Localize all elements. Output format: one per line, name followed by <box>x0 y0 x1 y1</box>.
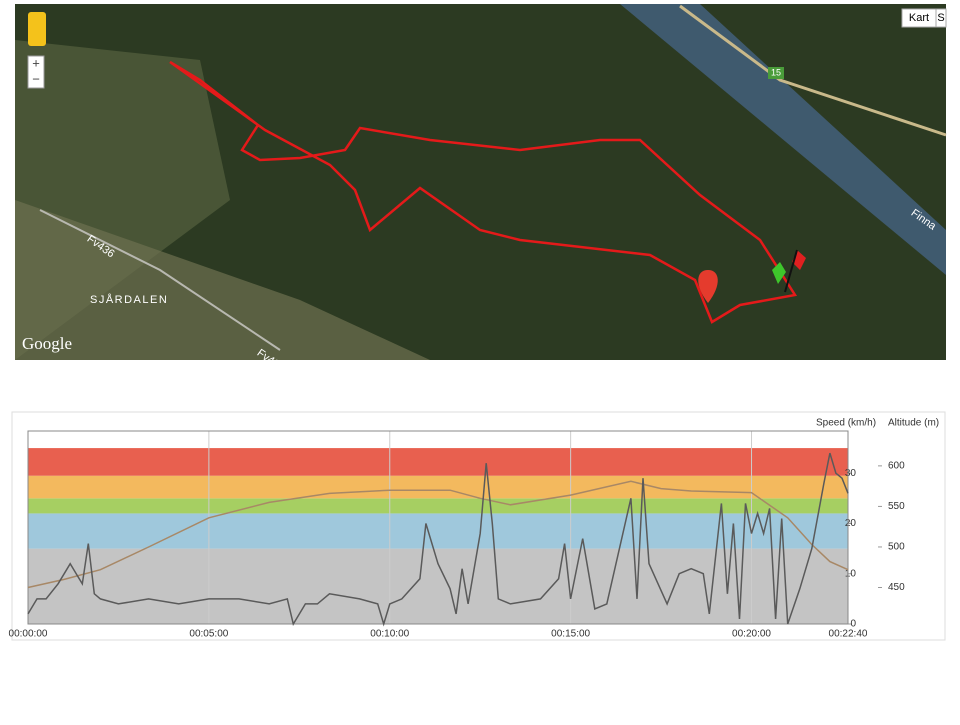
place-label: SJÅRDALEN <box>90 293 168 306</box>
marker[interactable] <box>698 270 718 303</box>
y-axis-title: Speed (km/h) <box>816 418 876 429</box>
y-tick-label: 10 <box>845 568 857 579</box>
pegman[interactable] <box>28 12 46 46</box>
chart: Speed (km/h) Altitude (m) 00:00:00 00:05:… <box>9 411 946 641</box>
zoom-in[interactable]: + <box>32 55 40 70</box>
field <box>15 200 430 360</box>
map-button-label[interactable]: Kart <box>909 12 929 24</box>
speed-zone <box>28 498 848 514</box>
satellite-button[interactable] <box>935 8 947 28</box>
river <box>620 4 946 275</box>
y2-tick-label: 500 <box>888 542 905 553</box>
series-line <box>27 480 849 589</box>
x-tick-label: 00:20:00 <box>732 629 771 640</box>
y2-tick-label: 550 <box>888 501 905 512</box>
zoom-out[interactable]: − <box>32 71 40 86</box>
x-tick-label: 00:10:00 <box>370 629 409 640</box>
map: + − Kart S 15 Fv436 SJÅRDALEN Fv43 Finna… <box>15 4 947 371</box>
y-tick-label: 30 <box>845 468 857 479</box>
google-logo: Google <box>22 334 72 353</box>
x-tick-label: 00:22:40 <box>829 629 868 640</box>
x-tick-label: 00:05:00 <box>189 629 228 640</box>
flag-pole <box>784 249 798 293</box>
zoom-control <box>27 55 45 89</box>
start-flag <box>772 262 786 284</box>
speed-zone <box>28 475 848 499</box>
speed-zone <box>28 448 848 476</box>
y2-tick-label: 600 <box>888 461 905 472</box>
road-shield <box>768 67 784 79</box>
x-tick-label: 00:15:00 <box>551 629 590 640</box>
x-tick-label: 00:00:00 <box>9 629 48 640</box>
y2-tick-label: 450 <box>888 582 905 593</box>
road <box>39 209 281 351</box>
series-line <box>27 452 849 627</box>
y-tick-label: 20 <box>845 518 857 529</box>
plot-border <box>27 430 849 625</box>
y2-axis-title: Altitude (m) <box>888 418 939 429</box>
road <box>679 4 947 137</box>
speed-zone <box>28 513 848 549</box>
route <box>169 60 798 324</box>
chart-frame <box>11 411 946 641</box>
satellite-button-label[interactable]: S <box>937 12 944 24</box>
road-label: 15 <box>771 67 781 77</box>
y-tick-label: 0 <box>850 619 856 630</box>
